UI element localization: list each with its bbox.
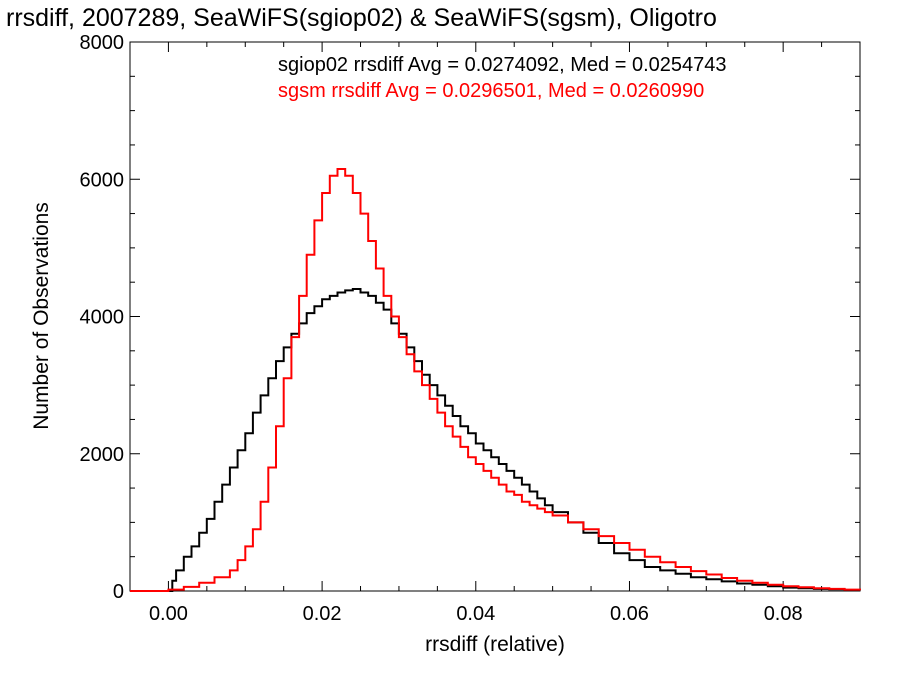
x-axis-label: rrsdiff (relative) bbox=[425, 633, 565, 656]
y-tick-label: 8000 bbox=[80, 32, 125, 54]
x-tick-label: 0.08 bbox=[764, 603, 803, 625]
x-tick-label: 0.02 bbox=[303, 603, 342, 625]
y-axis-label: Number of Observations bbox=[30, 202, 53, 430]
chart-title: rrsdiff, 2007289, SeaWiFS(sgiop02) & Sea… bbox=[6, 4, 717, 32]
y-tick-label: 0 bbox=[113, 581, 124, 603]
x-tick-label: 0.00 bbox=[149, 603, 188, 625]
x-tick-label: 0.06 bbox=[610, 603, 649, 625]
axis-ticks bbox=[130, 41, 861, 592]
series-line-sgsm bbox=[130, 168, 861, 592]
x-tick-label: 0.04 bbox=[456, 603, 495, 625]
legend-entry-sgiop02: sgiop02 rrsdiff Avg = 0.0274092, Med = 0… bbox=[278, 54, 727, 76]
tick-labels: 0.00 0.02 0.04 0.06 0.08 0 2000 4000 6000 8000 bbox=[80, 32, 803, 625]
y-tick-label: 4000 bbox=[80, 307, 125, 329]
plot-frame bbox=[129, 41, 861, 592]
y-tick-label: 6000 bbox=[80, 169, 125, 191]
legend-entry-sgsm: sgsm rrsdiff Avg = 0.0296501, Med = 0.02… bbox=[278, 80, 704, 102]
series-layer bbox=[130, 168, 861, 592]
series-line-sgiop02 bbox=[130, 288, 861, 592]
y-tick-label: 2000 bbox=[80, 444, 125, 466]
